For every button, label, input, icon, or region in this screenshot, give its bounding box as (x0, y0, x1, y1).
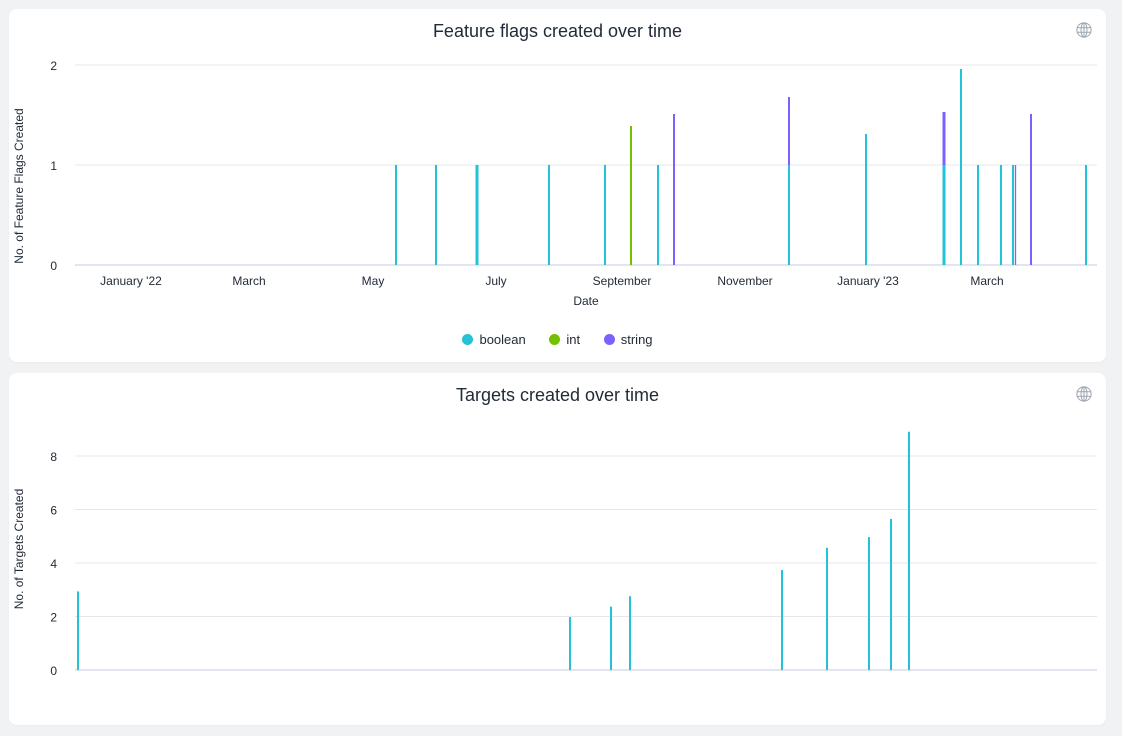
svg-text:November: November (1005, 679, 1060, 681)
svg-text:November: November (239, 679, 294, 681)
svg-text:0: 0 (50, 664, 57, 678)
svg-text:July: July (485, 274, 506, 288)
svg-text:January '22: January '22 (363, 679, 425, 681)
svg-text:March: March (505, 679, 538, 681)
svg-text:2: 2 (50, 611, 57, 625)
svg-text:4: 4 (50, 557, 57, 571)
svg-text:8: 8 (50, 450, 57, 464)
svg-text:2: 2 (50, 59, 57, 73)
svg-text:September: September (593, 274, 652, 288)
svg-text:0: 0 (50, 259, 57, 273)
svg-text:1: 1 (50, 159, 57, 173)
svg-text:September: September (110, 679, 169, 681)
svg-text:January '23: January '23 (837, 274, 899, 288)
svg-text:November: November (717, 274, 772, 288)
svg-text:May: May (362, 274, 385, 288)
svg-text:January '22: January '22 (100, 274, 162, 288)
svg-text:March: March (970, 274, 1003, 288)
svg-text:May: May (639, 679, 662, 681)
svg-text:September: September (876, 679, 935, 681)
svg-text:Date: Date (573, 294, 599, 308)
svg-text:March: March (232, 274, 265, 288)
svg-text:July: July (767, 679, 788, 681)
svg-text:6: 6 (50, 504, 57, 518)
